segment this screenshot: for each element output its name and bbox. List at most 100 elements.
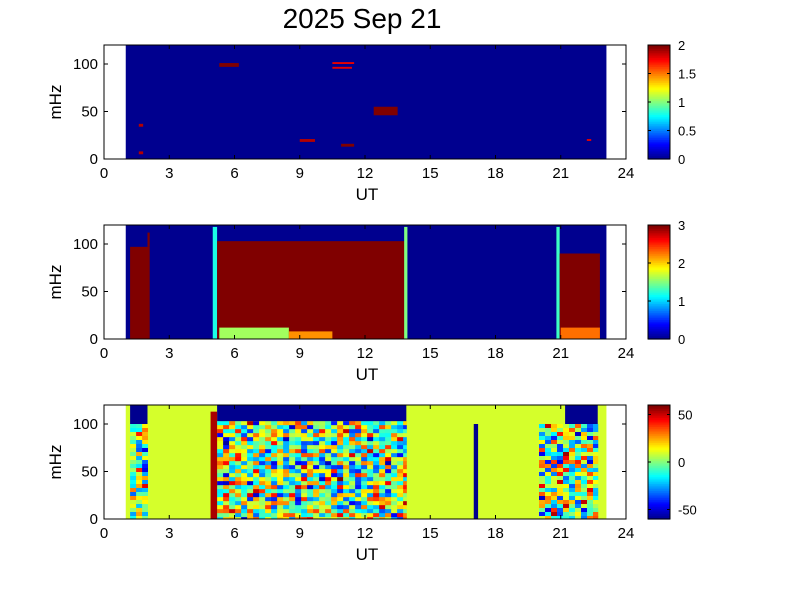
heatmap-cell: [223, 505, 230, 510]
heatmap-cell: [241, 517, 248, 520]
heatmap-cell: [313, 449, 320, 454]
heatmap-cell: [343, 461, 350, 466]
heatmap-cell: [343, 493, 350, 498]
heatmap-cell: [319, 473, 326, 478]
heatmap-cell: [397, 473, 404, 478]
heatmap-cell: [259, 477, 266, 482]
colorbar-cell: [648, 134, 670, 137]
heatmap-cell: [343, 433, 350, 438]
heatmap-cell: [337, 449, 344, 454]
colorbar-cell: [648, 109, 670, 112]
heatmap-cell: [217, 473, 224, 478]
x-tick-label: 9: [296, 525, 304, 542]
heatmap-cell: [331, 441, 338, 446]
heatmap-cell: [223, 509, 230, 514]
heatmap-cell: [373, 429, 380, 434]
heatmap-cell: [247, 505, 254, 510]
heatmap-cell: [403, 429, 407, 434]
colorbar-cell: [648, 419, 670, 422]
heatmap-cell: [223, 501, 230, 506]
heatmap-cell: [259, 517, 266, 520]
colorbar-cell: [648, 71, 670, 75]
heatmap-cell: [563, 508, 570, 513]
heatmap-cell: [265, 493, 272, 498]
heatmap-cell: [343, 485, 350, 490]
heatmap-cell: [136, 464, 143, 469]
heatmap-cell: [337, 445, 344, 450]
heatmap-cell: [319, 425, 326, 430]
heatmap-cell: [551, 432, 558, 437]
heatmap-cell: [241, 473, 248, 478]
heatmap-cell: [343, 513, 350, 518]
colorbar-cell: [648, 225, 670, 228]
heatmap-cell: [337, 481, 344, 486]
colorbar-cell: [648, 479, 670, 483]
y-axis-label: mHz: [46, 85, 65, 120]
heatmap-cell: [403, 453, 407, 458]
panel-3: 0 3 6 9 12 15 18 21 24 0 50 100 UT mHz -50 0 50: [46, 404, 697, 564]
heatmap-cell: [355, 513, 362, 518]
heatmap-cell: [539, 448, 546, 453]
heatmap-cell: [569, 448, 576, 453]
heatmap-cell: [331, 505, 338, 510]
heatmap-cell: [136, 468, 143, 473]
heatmap-cell: [229, 477, 236, 482]
heatmap-cell: [142, 512, 148, 517]
heatmap-cell: [307, 461, 314, 466]
colorbar-cell: [648, 276, 670, 280]
heatmap-cell: [337, 465, 344, 470]
heatmap-cell: [403, 437, 407, 442]
heatmap-cell: [313, 457, 320, 462]
heatmap-cell: [331, 509, 338, 514]
heatmap-cell: [385, 497, 392, 502]
heatmap-cell: [235, 517, 242, 520]
heatmap-cell: [391, 505, 398, 510]
heatmap-cell: [136, 428, 143, 433]
heatmap-cell: [295, 457, 302, 462]
heatmap-cell: [223, 461, 230, 466]
heatmap-cell: [367, 501, 374, 506]
colorbar-cell: [648, 228, 670, 231]
heatmap-cell: [557, 464, 564, 469]
heatmap-cell: [539, 484, 546, 489]
colorbar-cell: [648, 91, 670, 94]
heatmap-cell: [229, 429, 236, 434]
heatmap-cell: [136, 424, 143, 429]
x-tick-label: 12: [357, 525, 374, 542]
heatmap-cell: [545, 496, 552, 501]
heatmap-cell: [557, 428, 564, 433]
heatmap-cell: [367, 485, 374, 490]
heatmap-cell: [247, 497, 254, 502]
heatmap-cell: [313, 445, 320, 450]
heatmap-cell: [391, 425, 398, 430]
heatmap-cell: [403, 433, 407, 438]
heatmap-cell: [361, 517, 368, 520]
heatmap-cell: [301, 449, 308, 454]
heatmap-cell: [229, 485, 236, 490]
heatmap-cell: [319, 449, 326, 454]
heatmap-cell: [355, 469, 362, 474]
heatmap-cell: [587, 476, 594, 481]
heatmap-cell: [283, 509, 290, 514]
heatmap-cell: [355, 517, 362, 520]
y-tick-label: 50: [81, 464, 98, 481]
heatmap-cell: [283, 497, 290, 502]
heatmap-cell: [385, 489, 392, 494]
heatmap-cell: [295, 449, 302, 454]
heatmap-cell: [385, 513, 392, 518]
heatmap-cell: [551, 488, 558, 493]
colorbar-cell: [648, 333, 670, 337]
heatmap-cell: [545, 448, 552, 453]
heatmap-cell: [337, 513, 344, 518]
heatmap-cell: [379, 477, 386, 482]
heatmap-cell: [271, 421, 278, 426]
heatmap-cell: [313, 477, 320, 482]
heatmap-cell: [142, 464, 148, 469]
heatmap-cell: [259, 457, 266, 462]
heatmap-cell: [563, 472, 570, 477]
heatmap-cell: [307, 449, 314, 454]
heatmap-cell: [581, 476, 588, 481]
colorbar-cell: [648, 93, 670, 96]
heatmap-cell: [253, 493, 260, 498]
heatmap-cell: [247, 449, 254, 454]
